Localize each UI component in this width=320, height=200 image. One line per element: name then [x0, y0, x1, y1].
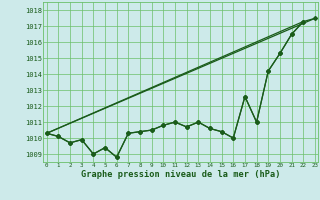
X-axis label: Graphe pression niveau de la mer (hPa): Graphe pression niveau de la mer (hPa) [81, 170, 281, 179]
